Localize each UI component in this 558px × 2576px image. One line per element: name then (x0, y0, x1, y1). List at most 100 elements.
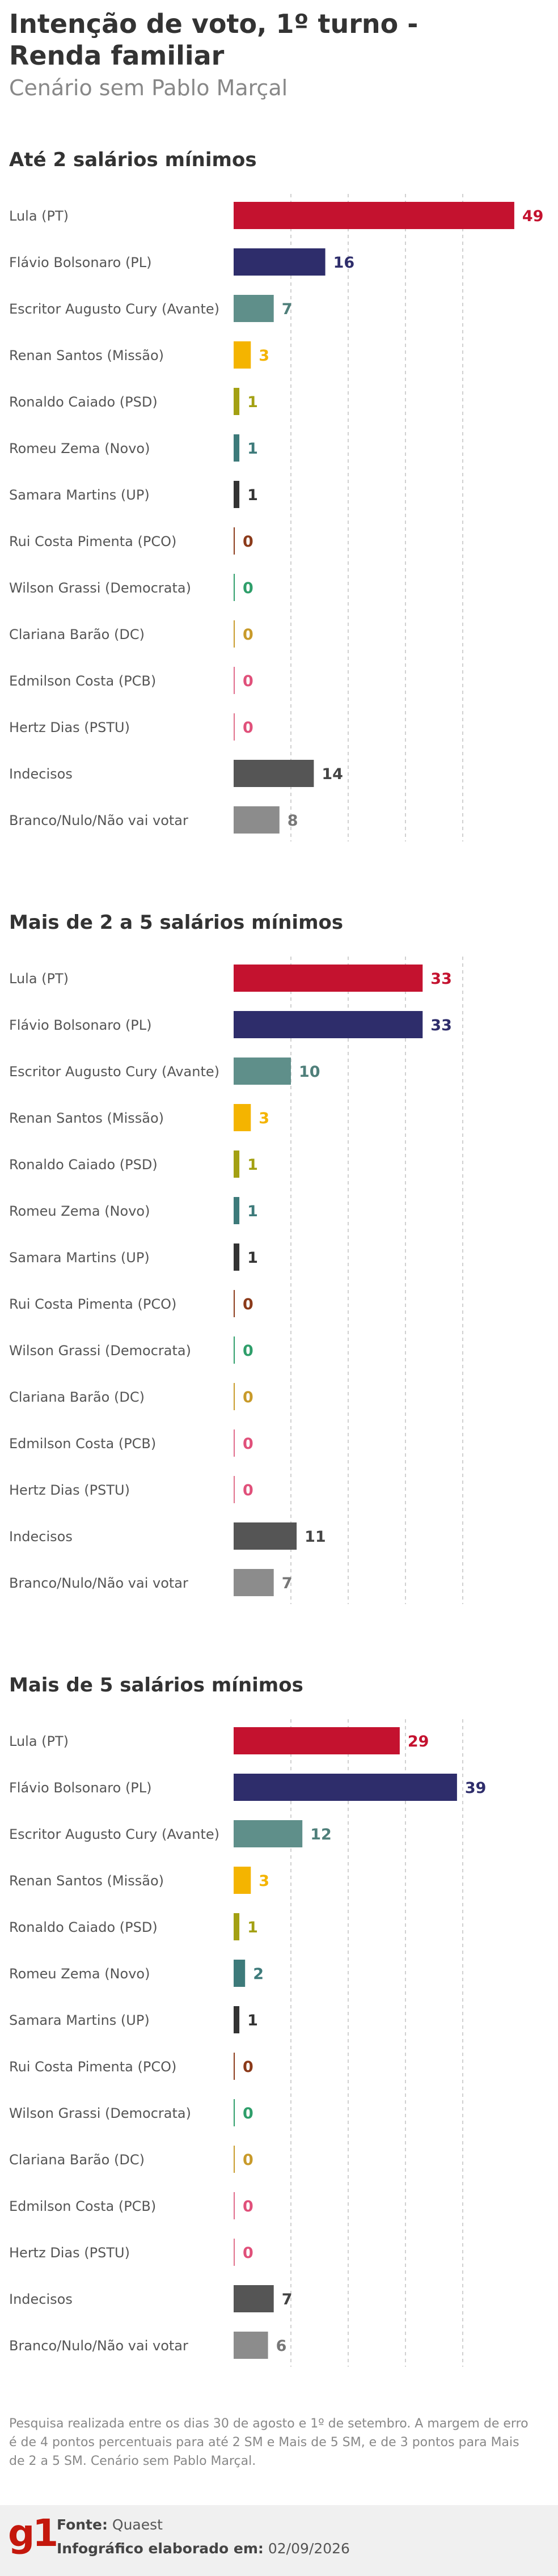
category-label: Romeu Zema (Novo) (9, 441, 150, 456)
bar (234, 620, 235, 648)
category-label: Indecisos (9, 2291, 73, 2307)
bar (234, 527, 235, 555)
value-label: 0 (243, 1482, 253, 1499)
category-label: Hertz Dias (PSTU) (9, 720, 130, 735)
bar (234, 2285, 274, 2312)
value-label: 3 (259, 1872, 269, 1890)
category-label: Branco/Nulo/Não vai votar (9, 2338, 188, 2354)
category-label: Lula (PT) (9, 208, 69, 224)
category-label: Escritor Augusto Cury (Avante) (9, 301, 219, 317)
section-title: Mais de 2 a 5 salários mínimos (9, 911, 343, 934)
value-label: 12 (310, 1826, 332, 1843)
value-label: 39 (465, 1779, 487, 1797)
value-label: 33 (430, 970, 452, 988)
category-label: Flávio Bolsonaro (PL) (9, 1017, 152, 1033)
value-label: 7 (282, 2291, 293, 2308)
value-label: 1 (247, 440, 258, 458)
value-label: 1 (247, 487, 258, 504)
value-label: 2 (253, 1965, 264, 1983)
category-label: Samara Martins (UP) (9, 1250, 150, 1266)
value-label: 0 (243, 672, 253, 690)
value-label: 7 (282, 301, 293, 318)
value-label: 49 (522, 208, 544, 225)
category-label: Ronaldo Caiado (PSD) (9, 1157, 158, 1173)
value-label: 1 (247, 1919, 258, 1936)
bar (234, 1476, 235, 1503)
bar (234, 2053, 235, 2080)
value-label: 16 (333, 254, 355, 272)
value-label: 7 (282, 1575, 293, 1592)
value-label: 0 (243, 2151, 253, 2169)
value-label: 3 (259, 1110, 269, 1127)
category-label: Ronaldo Caiado (PSD) (9, 394, 158, 410)
category-label: Flávio Bolsonaro (PL) (9, 1780, 152, 1796)
chart-subtitle: Cenário sem Pablo Marçal (9, 75, 288, 100)
bar (234, 965, 423, 992)
category-label: Branco/Nulo/Não vai votar (9, 813, 188, 828)
value-label: 11 (305, 1528, 326, 1546)
bar (234, 1429, 235, 1457)
category-label: Edmilson Costa (PCB) (9, 673, 156, 689)
bar (234, 1383, 235, 1410)
bar (234, 2006, 240, 2033)
section-title: Mais de 5 salários mínimos (9, 1674, 303, 1697)
chart-header: Intenção de voto, 1º turno - Renda famil… (9, 8, 548, 101)
value-label: 1 (247, 1249, 258, 1267)
value-label: 0 (243, 1435, 253, 1453)
bar (234, 1774, 457, 1801)
category-label: Hertz Dias (PSTU) (9, 2245, 130, 2261)
bar (234, 388, 240, 415)
category-label: Renan Santos (Missão) (9, 1110, 164, 1126)
credit-label: Infográfico elaborado em: (57, 2540, 264, 2557)
bar (234, 1522, 297, 1550)
bar (234, 1104, 251, 1131)
category-label: Escritor Augusto Cury (Avante) (9, 1826, 219, 1842)
chart-title-line-1: Intenção de voto, 1º turno - (9, 9, 418, 39)
value-label: 1 (247, 2012, 258, 2029)
bar (234, 434, 240, 462)
category-label: Lula (PT) (9, 971, 69, 987)
bar (234, 1336, 235, 1364)
category-label: Rui Costa Pimenta (PCO) (9, 534, 176, 549)
value-label: 0 (243, 533, 253, 551)
category-label: Clariana Barão (DC) (9, 1389, 145, 1405)
value-label: 0 (243, 580, 253, 597)
bar-charts: Até 2 salários mínimos Lula (PT) 49 Flávio … (9, 149, 544, 2367)
methodology-note: Pesquisa realizada entre os dias 30 de a… (9, 2417, 529, 2468)
value-label: 29 (408, 1733, 429, 1750)
value-label: 0 (243, 1296, 253, 1313)
bar (234, 2146, 235, 2173)
source-line: Fonte: Quaest (57, 2516, 163, 2533)
bar (234, 1913, 240, 1940)
source-label: Fonte: (57, 2516, 108, 2533)
bar (234, 667, 235, 694)
bar (234, 713, 235, 741)
bar (234, 481, 240, 508)
credit-line: Infográfico elaborado em: 02/09/2026 (57, 2540, 350, 2557)
value-label: 0 (243, 2058, 253, 2076)
value-label: 1 (247, 1203, 258, 1220)
value-label: 1 (247, 394, 258, 411)
category-label: Renan Santos (Missão) (9, 1873, 164, 1889)
category-label: Romeu Zema (Novo) (9, 1203, 150, 1219)
category-label: Lula (PT) (9, 1733, 69, 1749)
value-label: 0 (243, 2198, 253, 2215)
category-label: Wilson Grassi (Democrata) (9, 580, 191, 596)
bar (234, 1197, 240, 1224)
category-label: Wilson Grassi (Democrata) (9, 2105, 191, 2121)
value-label: 0 (243, 1389, 253, 1406)
category-label: Indecisos (9, 1529, 73, 1545)
bar (234, 2239, 235, 2266)
bar (234, 1150, 240, 1178)
value-label: 3 (259, 347, 269, 365)
value-label: 33 (430, 1017, 452, 1034)
bar (234, 1727, 400, 1754)
bar (234, 1290, 235, 1317)
category-label: Hertz Dias (PSTU) (9, 1482, 130, 1498)
bar (234, 295, 274, 322)
category-label: Edmilson Costa (PCB) (9, 1436, 156, 1452)
value-label: 6 (276, 2337, 287, 2355)
category-label: Wilson Grassi (Democrata) (9, 1343, 191, 1359)
footer: g1 Fonte: Quaest Infográfico elaborado e… (0, 2505, 558, 2576)
category-label: Renan Santos (Missão) (9, 348, 164, 363)
